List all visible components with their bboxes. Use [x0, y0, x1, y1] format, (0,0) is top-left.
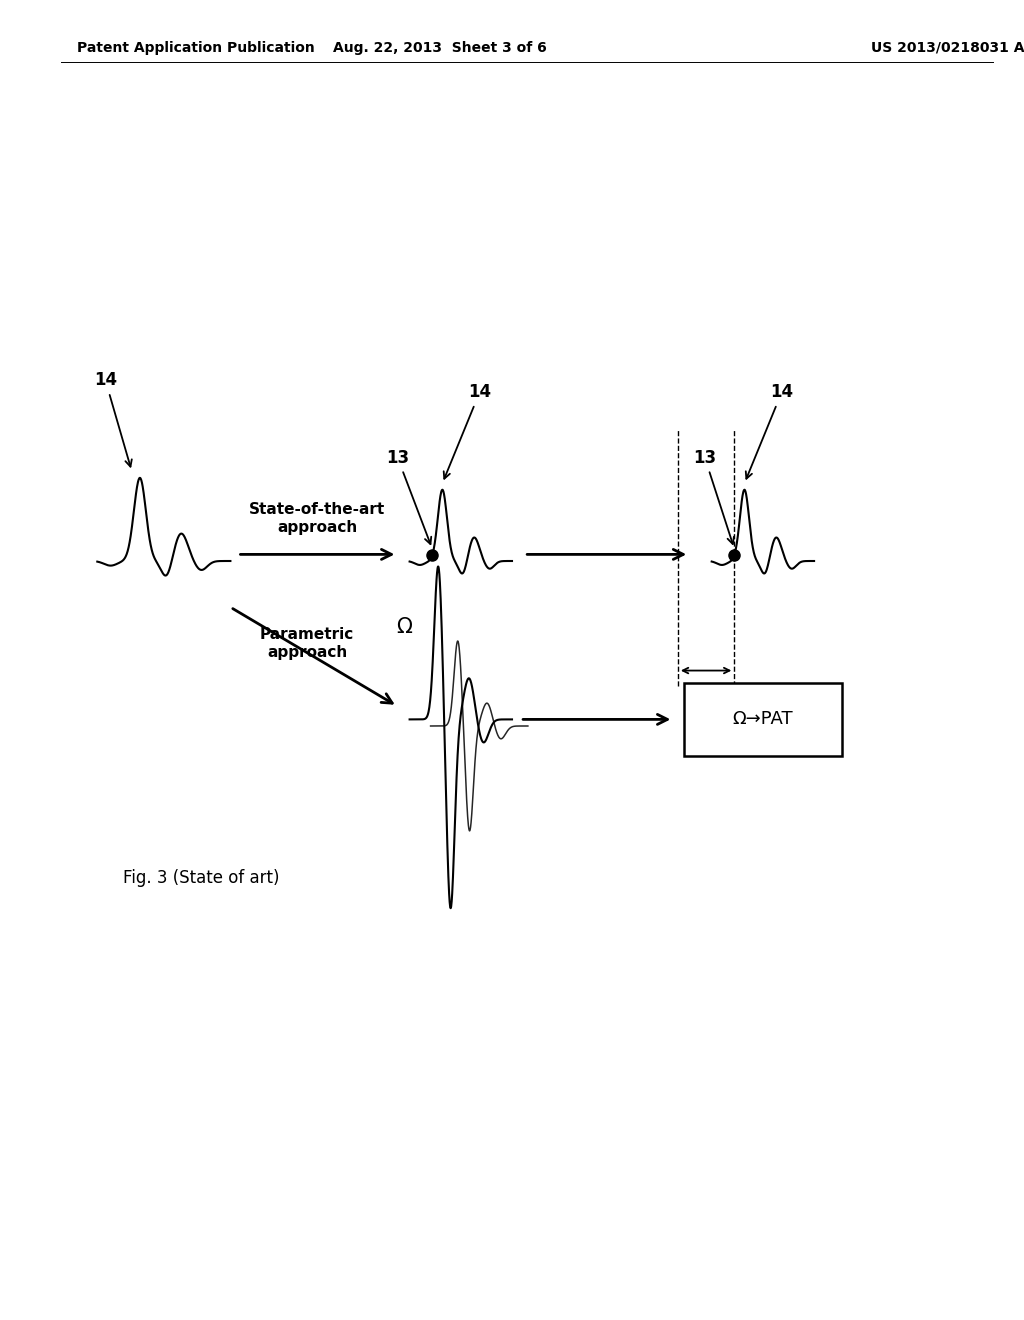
- FancyBboxPatch shape: [684, 684, 842, 755]
- Text: Ω: Ω: [396, 616, 413, 638]
- Text: 13: 13: [386, 449, 431, 544]
- Text: Ω→PAT: Ω→PAT: [732, 710, 794, 729]
- Text: State-of-the-art
approach: State-of-the-art approach: [249, 502, 386, 535]
- Text: PAT: PAT: [690, 700, 722, 714]
- Text: US 2013/0218031 A1: US 2013/0218031 A1: [870, 41, 1024, 54]
- Text: 14: 14: [94, 371, 132, 467]
- Text: Aug. 22, 2013  Sheet 3 of 6: Aug. 22, 2013 Sheet 3 of 6: [334, 41, 547, 54]
- Text: 14: 14: [745, 383, 794, 479]
- Text: Patent Application Publication: Patent Application Publication: [77, 41, 314, 54]
- Text: 14: 14: [443, 383, 492, 479]
- Text: Parametric
approach: Parametric approach: [260, 627, 354, 660]
- Text: Fig. 3 (State of art): Fig. 3 (State of art): [123, 869, 280, 887]
- Text: 13: 13: [693, 449, 734, 544]
